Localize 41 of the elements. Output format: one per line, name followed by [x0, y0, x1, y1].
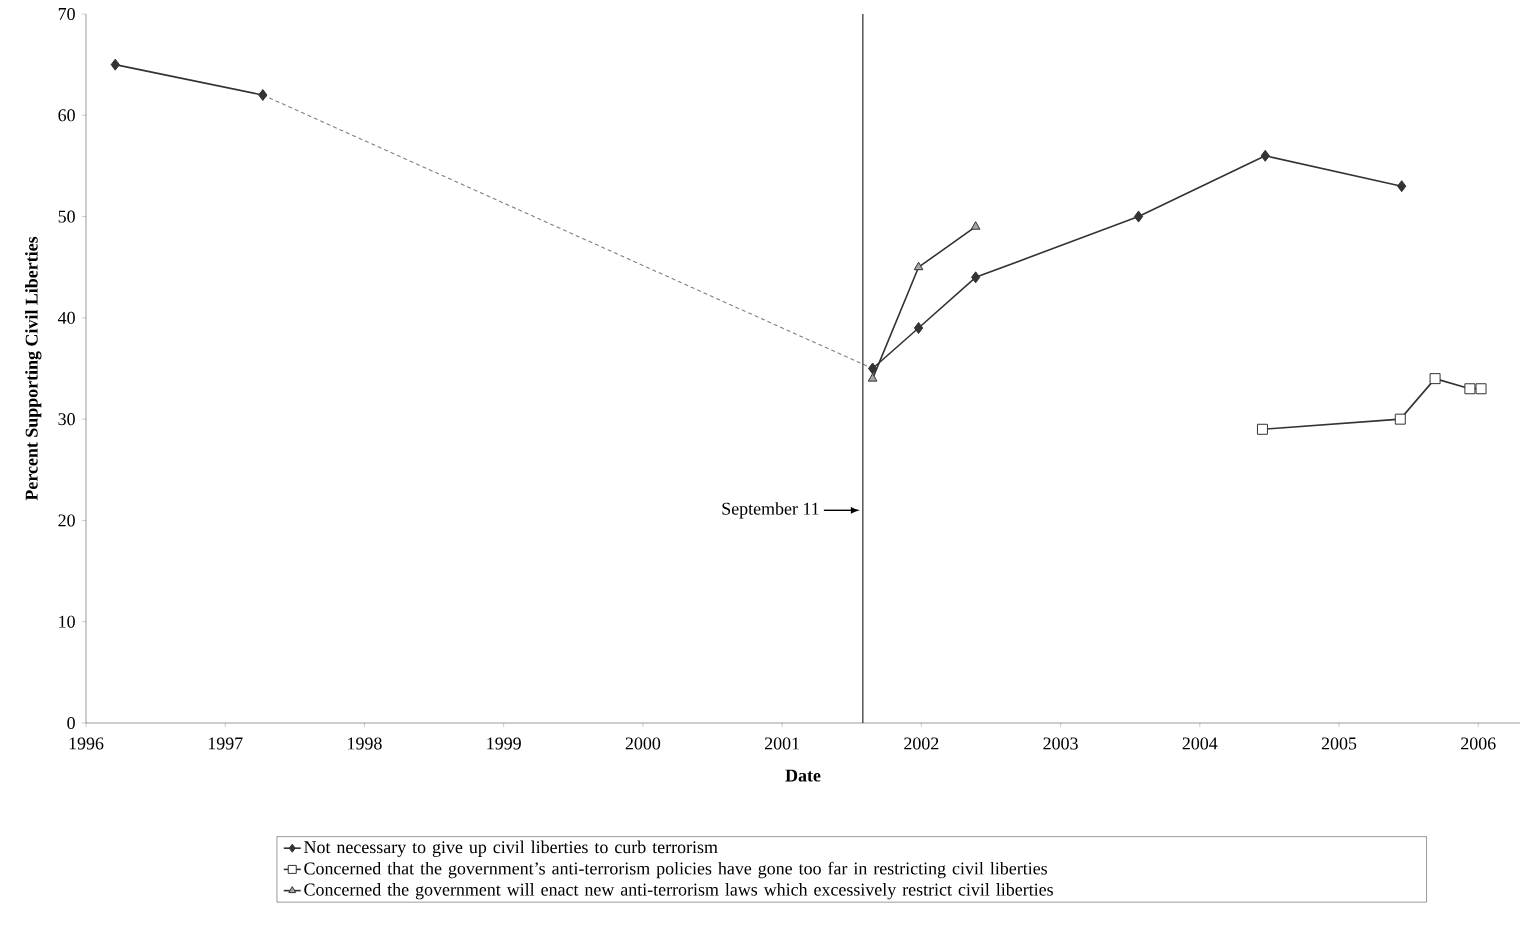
- point: [1394, 413, 1406, 425]
- point: [970, 221, 981, 230]
- point: [1133, 210, 1144, 223]
- point: [913, 261, 924, 271]
- point: [1256, 423, 1268, 435]
- x-tick-label: 1996: [69, 737, 104, 750]
- point: [110, 58, 120, 71]
- point: [1475, 383, 1487, 395]
- y-tick-label: 20: [58, 514, 75, 527]
- legend-label: Concerned that the government’s anti-terrorism policies have gone too far in restricting civil liberties: [304, 861, 1047, 879]
- x-tick-label: 2000: [625, 737, 661, 750]
- y-axis-title: Percent Supporting Civil Liberties: [25, 236, 42, 501]
- point: [1260, 149, 1270, 162]
- y-tick-label: 30: [58, 413, 75, 426]
- x-tick-label: 2004: [1182, 737, 1218, 750]
- x-tick-label: 1999: [487, 737, 521, 750]
- x-axis-title: Date: [785, 769, 821, 782]
- ref-line-label: September 11: [722, 502, 819, 519]
- point: [867, 362, 878, 375]
- legend-label: Not necessary to give up civil liberties to curb terrorism: [304, 840, 718, 857]
- point: [258, 89, 268, 102]
- y-tick-label: 50: [58, 210, 75, 223]
- point: [1429, 373, 1441, 385]
- y-tick-label: 70: [58, 7, 75, 21]
- x-tick-label: 2002: [904, 737, 939, 750]
- legend-label: Concerned the government will enact new anti-terrorism laws which excessively restrict civil liberties: [304, 883, 1053, 900]
- point: [913, 321, 924, 334]
- x-tick-label: 2006: [1461, 737, 1496, 750]
- x-tick-label: 2005: [1321, 737, 1357, 750]
- y-tick-label: 60: [58, 109, 75, 122]
- x-tick-label: 2001: [764, 737, 799, 750]
- point: [867, 373, 878, 382]
- x-tick-label: 1997: [208, 737, 243, 750]
- x-tick-label: 2003: [1043, 737, 1078, 750]
- x-tick-label: 1998: [348, 737, 382, 750]
- point: [971, 271, 981, 284]
- y-tick-label: 40: [57, 311, 75, 324]
- y-tick-label: 10: [59, 615, 75, 628]
- point: [1464, 383, 1476, 395]
- y-tick-label: 0: [67, 716, 75, 730]
- point: [1397, 180, 1407, 193]
